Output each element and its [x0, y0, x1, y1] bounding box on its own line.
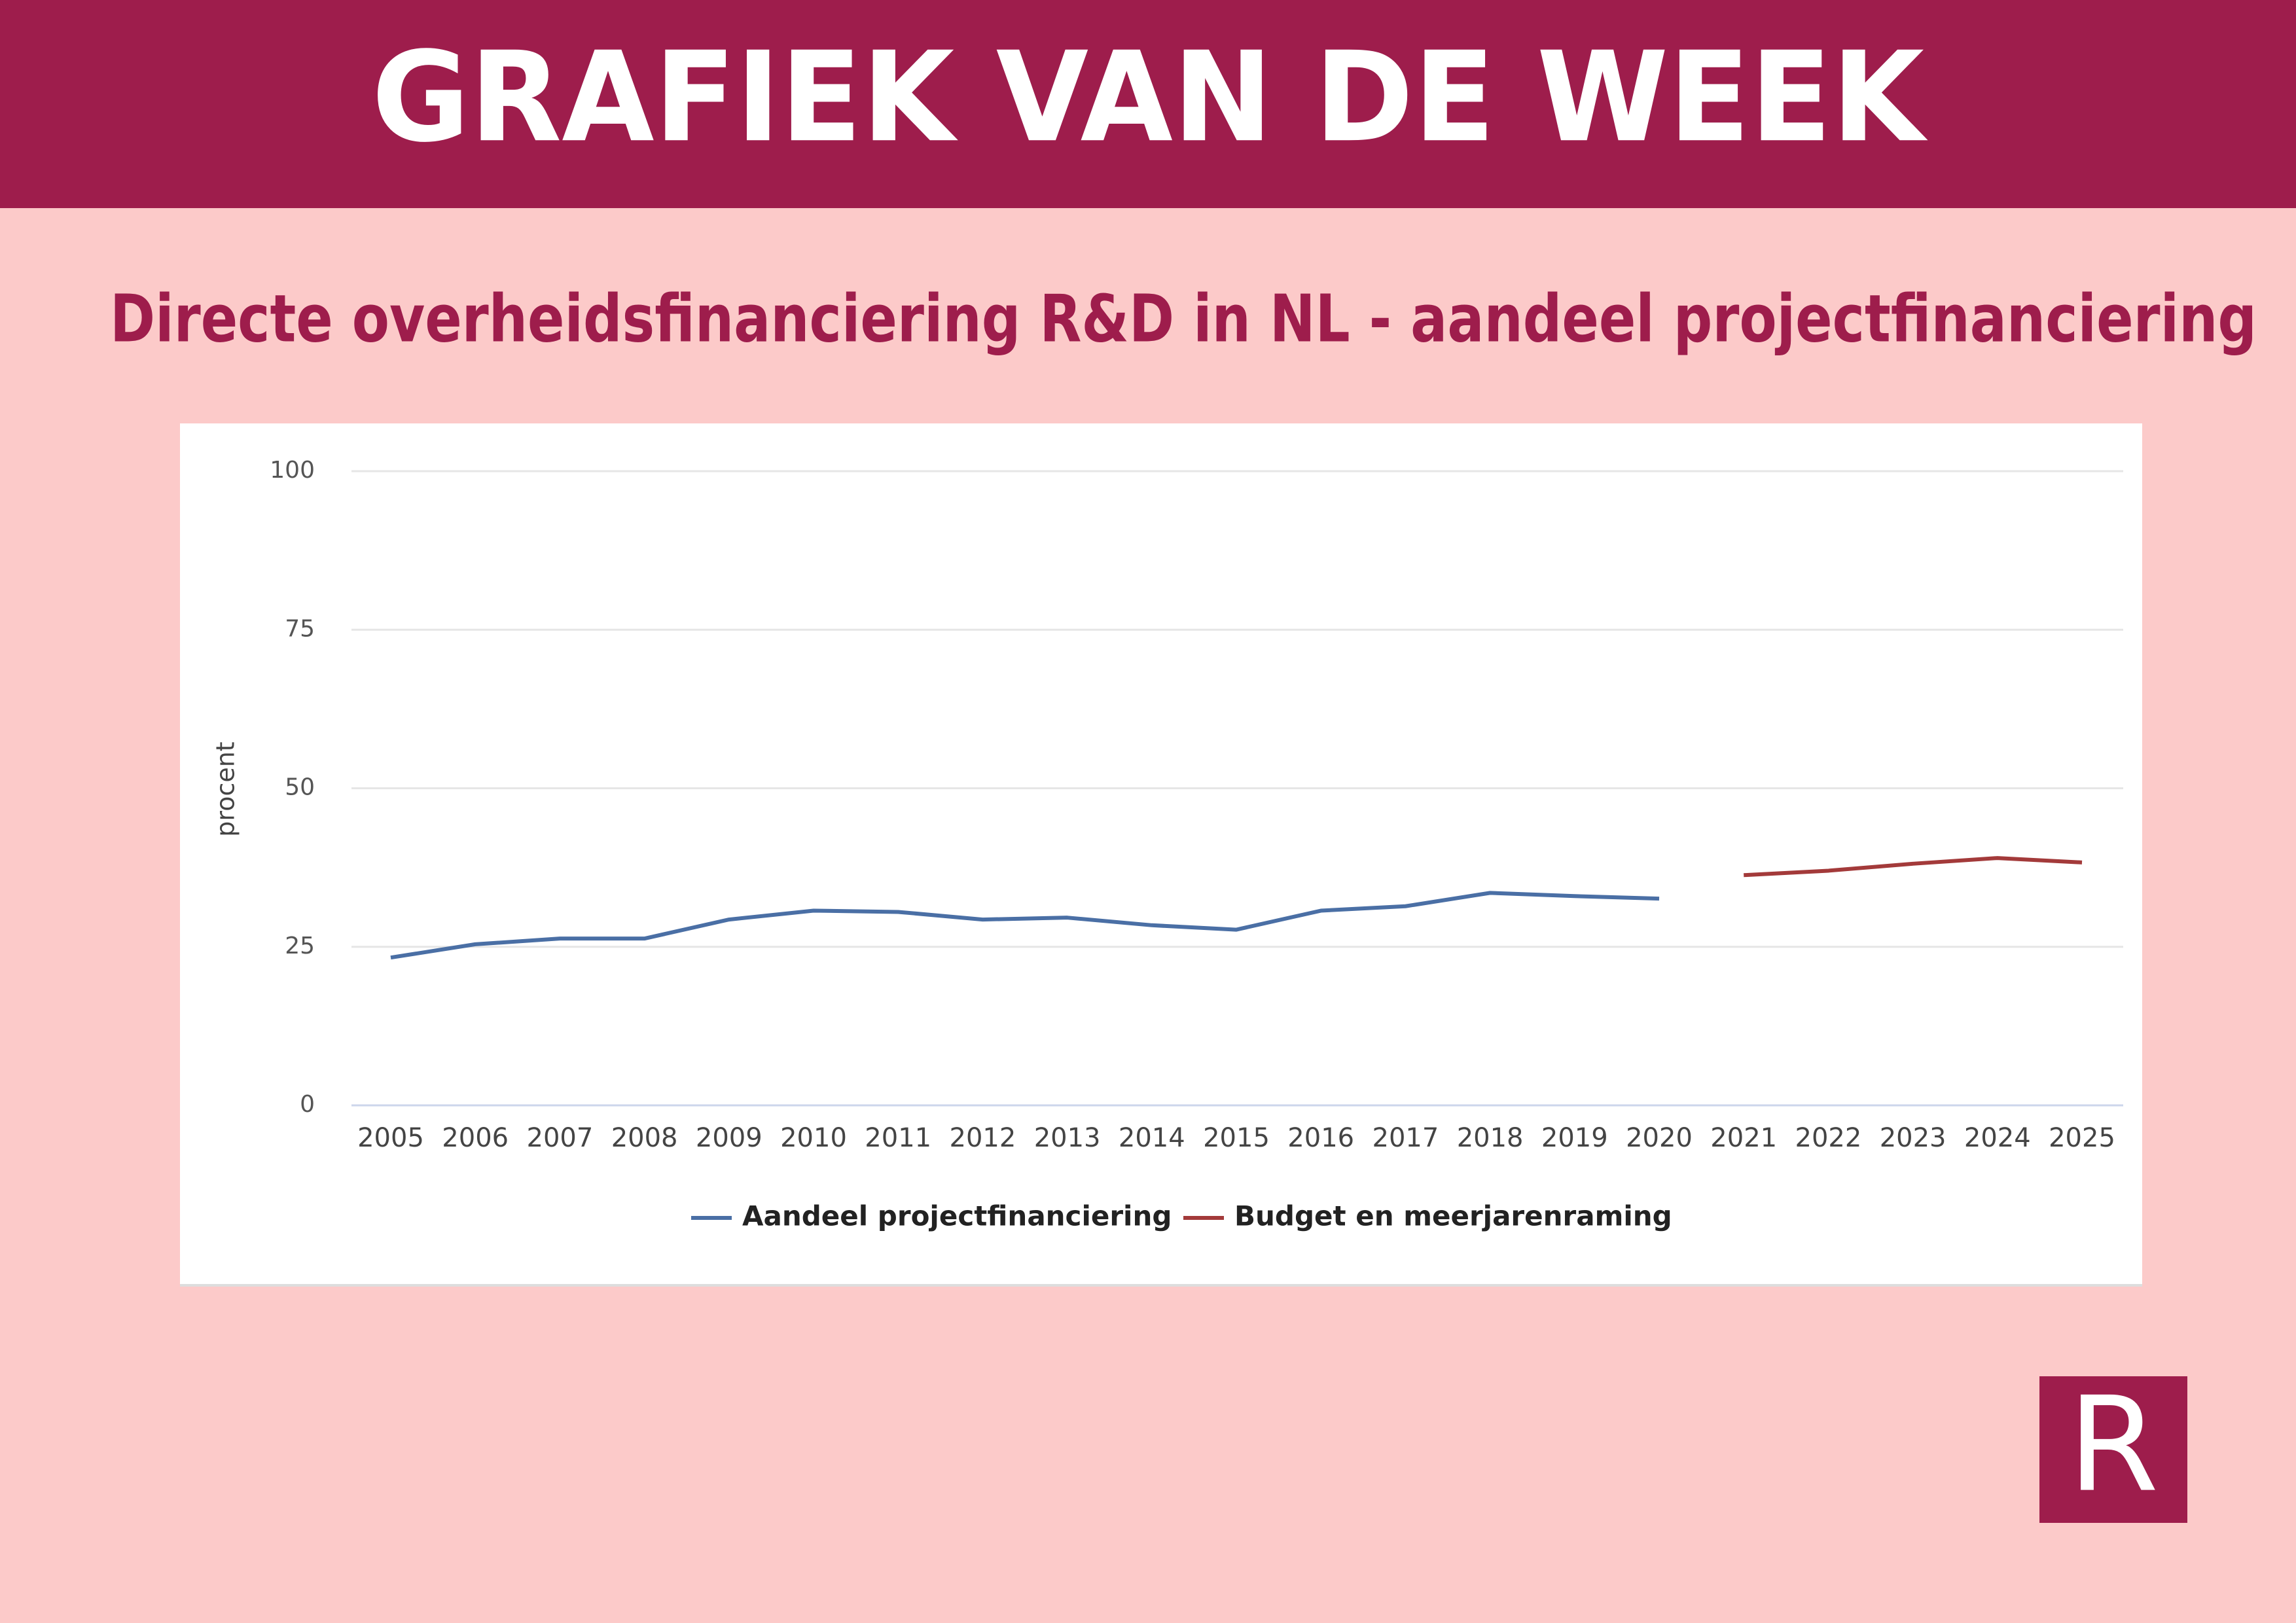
- plot: 0 25 50 75 100 2005 2006 2007 2008 2009 2010 2011 20…: [270, 457, 2123, 1232]
- x-tick-label: 2014: [1119, 1123, 1185, 1153]
- x-tick-label: 2020: [1626, 1123, 1693, 1153]
- logo: R: [2068, 1369, 2159, 1522]
- x-tick-label: 2022: [1795, 1123, 1862, 1153]
- x-tick-label: 2018: [1457, 1123, 1524, 1153]
- x-tick-label: 2013: [1034, 1123, 1101, 1153]
- x-tick-label: 2008: [611, 1123, 678, 1153]
- y-tick-label: 0: [300, 1091, 315, 1118]
- x-tick-label: 2023: [1880, 1123, 1946, 1153]
- y-axis-label: procent: [211, 741, 240, 836]
- y-tick-label: 25: [285, 933, 315, 959]
- chart-title: Directe overheidsfinanciering R&D in NL …: [110, 280, 2257, 357]
- legend-label: Budget en meerjarenraming: [1234, 1200, 1672, 1232]
- logo-box: [2039, 1376, 2187, 1523]
- x-tick-label: 2009: [696, 1123, 762, 1153]
- header-band: [0, 0, 2296, 208]
- x-tick-label: 2006: [442, 1123, 509, 1153]
- x-tick-label: 2011: [865, 1123, 931, 1153]
- line-series: [390, 891, 1660, 960]
- legend-label: Aandeel projectfinanciering: [742, 1200, 1172, 1232]
- y-tick-label: 100: [270, 457, 315, 484]
- x-tick-label: 2024: [1964, 1123, 2031, 1153]
- header-title: GRAFIEK VAN DE WEEK: [372, 25, 1928, 169]
- chart-panel: [180, 423, 2142, 1285]
- y-tick-label: 50: [285, 774, 315, 801]
- y-tick-label: 75: [285, 615, 315, 642]
- x-tick-label: 2012: [950, 1123, 1016, 1153]
- line-series: [1744, 856, 2083, 878]
- x-tick-label: 2016: [1287, 1123, 1354, 1153]
- x-tick-label: 2019: [1541, 1123, 1608, 1153]
- x-tick-label: 2010: [780, 1123, 847, 1153]
- x-tick-label: 2015: [1203, 1123, 1270, 1153]
- x-tick-label: 2025: [2049, 1123, 2115, 1153]
- x-tick-label: 2017: [1372, 1123, 1439, 1153]
- x-tick-label: 2021: [1710, 1123, 1777, 1153]
- x-tick-label: 2007: [527, 1123, 594, 1153]
- x-tick-label: 2005: [357, 1123, 424, 1153]
